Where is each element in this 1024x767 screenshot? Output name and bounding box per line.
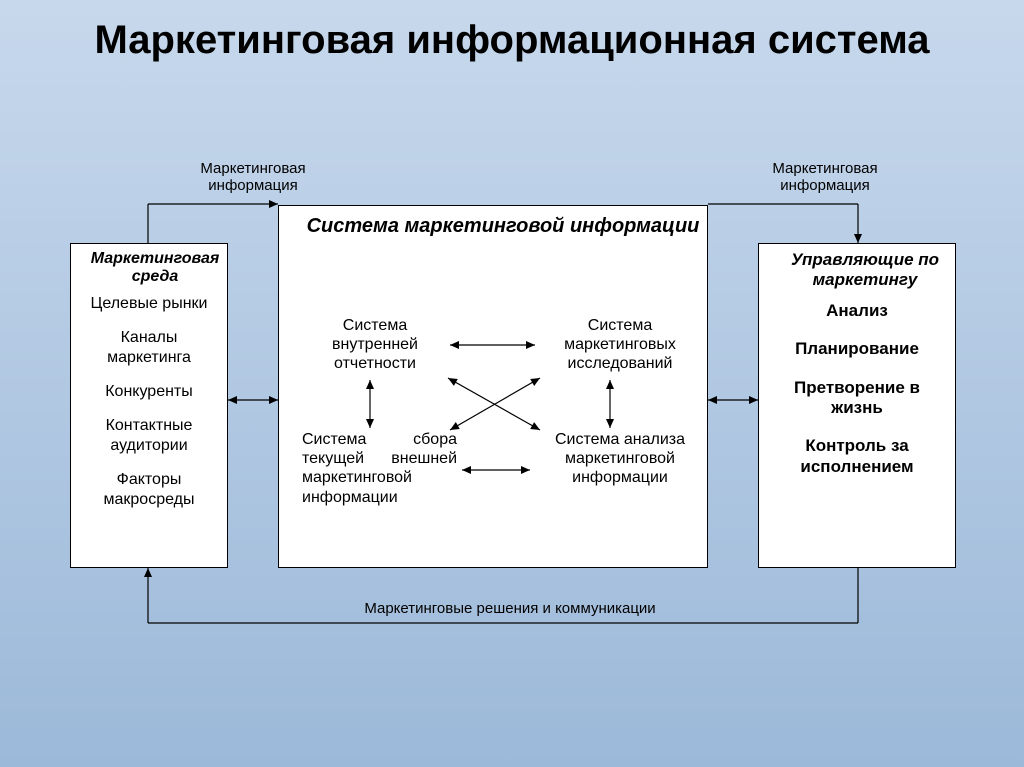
right-box-item: Претворение в жизнь: [767, 378, 947, 419]
left-box-title: Маркетинговая среда: [71, 244, 239, 294]
right-box-marketing-managers: Управляющие по маркетингу АнализПланиров…: [758, 243, 956, 568]
label-decisions: Маркетинговые решения и коммуникации: [330, 600, 690, 617]
subsystem-external-info: Система сбора текущей внешней маркетинго…: [302, 430, 457, 507]
label-marketing-info-left: Маркетинговая информация: [168, 160, 338, 194]
left-box-item: Целевые рынки: [77, 294, 221, 314]
left-box-item: Конкуренты: [77, 382, 221, 402]
right-box-title: Управляющие по маркетингу: [759, 244, 971, 301]
right-box-item: Планирование: [767, 339, 947, 359]
right-box-item: Контроль за исполнением: [767, 436, 947, 477]
left-box-item: Контактные аудитории: [77, 416, 221, 456]
left-box-item: Каналы маркетинга: [77, 328, 221, 368]
center-box-title: Система маркетинговой информации: [279, 206, 727, 242]
left-box-marketing-environment: Маркетинговая среда Целевые рынкиКаналы …: [70, 243, 228, 568]
subsystem-research: Система маркетинговых исследований: [540, 316, 700, 374]
right-box-items: Анализ Планирование Претворение в жизнь Кон…: [759, 301, 955, 477]
center-box-marketing-info-system: Система маркетинговой информации: [278, 205, 708, 568]
left-box-items: Целевые рынки Каналы маркетинга Конкуренты…: [71, 294, 227, 510]
left-box-item: Факторы макросреды: [77, 470, 221, 510]
right-box-item: Анализ: [767, 301, 947, 321]
page-title: Маркетинговая информационная система: [0, 18, 1024, 62]
label-marketing-info-right: Маркетинговая информация: [740, 160, 910, 194]
slide: Маркетинговая информационная система Мар…: [0, 0, 1024, 767]
subsystem-internal-reporting: Система внутренней отчетности: [305, 316, 445, 374]
subsystem-analysis: Система анализа маркетинговой информации: [535, 430, 705, 488]
